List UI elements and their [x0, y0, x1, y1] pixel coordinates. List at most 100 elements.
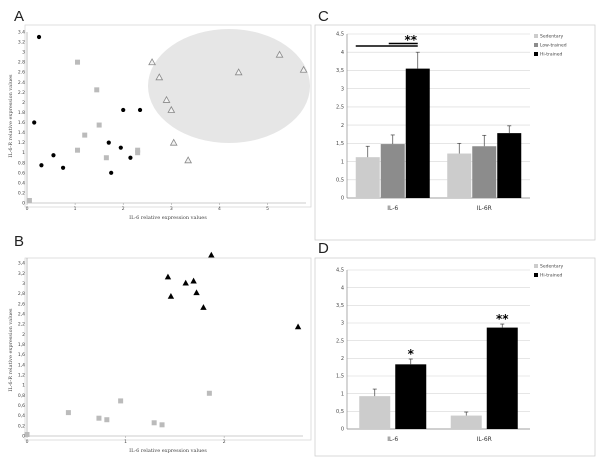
- panel-a-point-square: [96, 122, 102, 128]
- panel-d-bar: [395, 364, 427, 429]
- panel-c-significance-label: **: [404, 33, 417, 47]
- panel-c-category-label: IL-6: [387, 205, 398, 212]
- panel-c-legend-label: Hi-trained: [540, 52, 563, 58]
- panel-d-y-tick-label: 2: [341, 356, 344, 362]
- panel-d-chart: 0 0,5 1 1,5 2 2,5 3 3,5 4 4,5 IL-6 IL-6R Sedentary Hi…: [314, 257, 596, 457]
- panel-b-point-square: [118, 398, 124, 404]
- panel-c-legend-swatch: [534, 52, 538, 56]
- panel-c-legend-swatch: [534, 43, 538, 47]
- panel-a-point-circle: [32, 120, 37, 125]
- panel-a-y-tick-label: 1.4: [18, 130, 25, 136]
- panel-a-point-circle: [106, 140, 111, 145]
- panel-a-y-tick-label: 1: [22, 150, 25, 156]
- panel-c-frame: [314, 24, 596, 241]
- panel-a-point-circle: [60, 165, 66, 170]
- panel-a-point-circle: [128, 155, 133, 160]
- panel-b-y-tick-label: 2,2: [18, 322, 25, 328]
- panel-a-point-square: [26, 197, 32, 203]
- panel-b-y-axis-label: IL-6-R relative expression values: [8, 308, 14, 392]
- panel-a-y-tick-label: 2.6: [18, 70, 25, 76]
- panel-b-point-square: [24, 431, 30, 437]
- panel-a-point-circle: [36, 34, 42, 40]
- panel-b-point-triangle: [193, 289, 200, 296]
- panel-letter-d: D: [318, 240, 329, 257]
- panel-d-legend-label: Hi-trained: [540, 273, 563, 279]
- panel-a-point-triangle: [167, 105, 176, 113]
- panel-a-point-triangle: [299, 65, 308, 73]
- panel-a-y-tick-label: 2.8: [18, 60, 25, 66]
- panel-a-x-tick-label: 5: [266, 206, 269, 212]
- panel-b-y-tick-label: 0,6: [18, 403, 25, 409]
- panel-b-point-triangle: [190, 277, 197, 284]
- panel-a-point-square: [75, 59, 81, 65]
- panel-d-bar: [450, 415, 482, 429]
- panel-b-y-tick-label: 1: [22, 383, 25, 389]
- panel-a-y-tick-label: 0: [22, 201, 25, 207]
- panel-c-bar: [472, 146, 497, 198]
- panel-c-y-tick-label: 1,5: [336, 141, 344, 147]
- panel-a-chart: 0 0.2 0.4 0.6 0.8 1 1.2 1.4 1.6 1.8 2 2.2 2.4 2.6 2.8 3…: [8, 24, 312, 221]
- panel-d-y-tick-label: 4: [341, 285, 344, 291]
- panel-b-y-tick-label: 1,4: [18, 362, 25, 368]
- panel-a-point-triangle: [184, 156, 193, 164]
- panel-b-y-tick-label: 0,4: [18, 413, 25, 419]
- panel-d-y-tick-label: 3,5: [336, 303, 344, 309]
- panel-a-y-tick-label: 3.4: [18, 30, 25, 36]
- panel-a-point-circle: [109, 170, 114, 175]
- panel-c-y-tick-label: 3,5: [336, 68, 344, 74]
- panel-a-y-tick-label: 2: [22, 100, 25, 106]
- panel-c-bar: [405, 68, 430, 198]
- panel-d-bar: [486, 327, 518, 429]
- panel-c-category-label: IL-6R: [477, 205, 492, 212]
- panel-a-y-tick-label: 2.2: [18, 90, 25, 96]
- panel-d-y-tick-label: 0: [341, 427, 344, 433]
- panel-d-legend-swatch: [534, 273, 538, 277]
- panel-b-point-square: [65, 410, 71, 416]
- panel-a-y-tick-label: 3: [22, 50, 25, 56]
- panel-b-y-tick-label: 0,8: [18, 393, 25, 399]
- panel-letter-a: A: [14, 8, 24, 25]
- panel-b-y-tick-label: 0,2: [18, 423, 25, 429]
- panel-b-point-triangle: [182, 279, 189, 286]
- panel-b-y-tick-label: 2,8: [18, 291, 25, 297]
- panel-a-point-triangle: [234, 68, 243, 76]
- panel-d-legend-swatch: [534, 264, 538, 268]
- panel-b-y-tick-label: 2,4: [18, 311, 25, 317]
- panel-b-point-square: [159, 422, 165, 428]
- panel-b-y-tick-label: 1,6: [18, 352, 25, 358]
- panel-a-point-square: [135, 147, 141, 153]
- panel-d-y-tick-label: 2,5: [336, 338, 344, 344]
- panel-a-point-square: [103, 155, 109, 161]
- panel-a-y-tick-label: 1.6: [18, 120, 25, 126]
- panel-d-category-label: IL-6: [387, 436, 398, 443]
- panel-c-y-tick-label: 0: [341, 196, 344, 202]
- panel-c-bar: [380, 144, 405, 198]
- panel-b-x-tick-label: 1: [124, 439, 127, 445]
- panel-c-chart: 0 0,5 1 1,5 2 2,5 3 3,5 4 4,5 IL-6 IL-6R Sedentary Lo…: [314, 24, 596, 241]
- panel-d-y-tick-label: 3: [341, 321, 344, 327]
- panel-d-y-tick-label: 1: [341, 391, 344, 397]
- panel-a-point-triangle: [275, 50, 284, 58]
- panel-b-x-axis-label: IL-6 relative expression values: [129, 448, 207, 454]
- panel-b-y-tick-label: 1,2: [18, 372, 25, 378]
- panel-b-y-tick-label: 1,8: [18, 342, 25, 348]
- panel-c-y-tick-label: 0,5: [336, 177, 344, 183]
- panel-b-point-triangle: [200, 304, 207, 310]
- panel-a-y-tick-label: 0.2: [18, 190, 25, 196]
- panel-a-y-axis-label: IL-6-R relative expression values: [8, 74, 14, 158]
- panel-a-x-tick-label: 3: [170, 206, 173, 212]
- panel-c-bar: [355, 157, 380, 198]
- panel-d-significance-label: **: [496, 312, 509, 326]
- panel-c-legend-label: Sedentary: [540, 34, 563, 40]
- panel-a-x-tick-label: 0: [26, 206, 29, 212]
- panel-a-y-tick-label: 0.8: [18, 160, 25, 166]
- panel-a-point-circle: [121, 107, 126, 113]
- panel-letter-b: B: [14, 233, 24, 250]
- panel-a-highlight-ellipse: [148, 29, 310, 143]
- panel-d-bar: [359, 396, 391, 429]
- panel-b-y-tick-label: 3,2: [18, 271, 25, 277]
- panel-b-y-tick-label: 0: [22, 434, 25, 440]
- panel-a-point-triangle: [169, 138, 178, 146]
- panel-b-x-tick-label: 2: [223, 439, 226, 445]
